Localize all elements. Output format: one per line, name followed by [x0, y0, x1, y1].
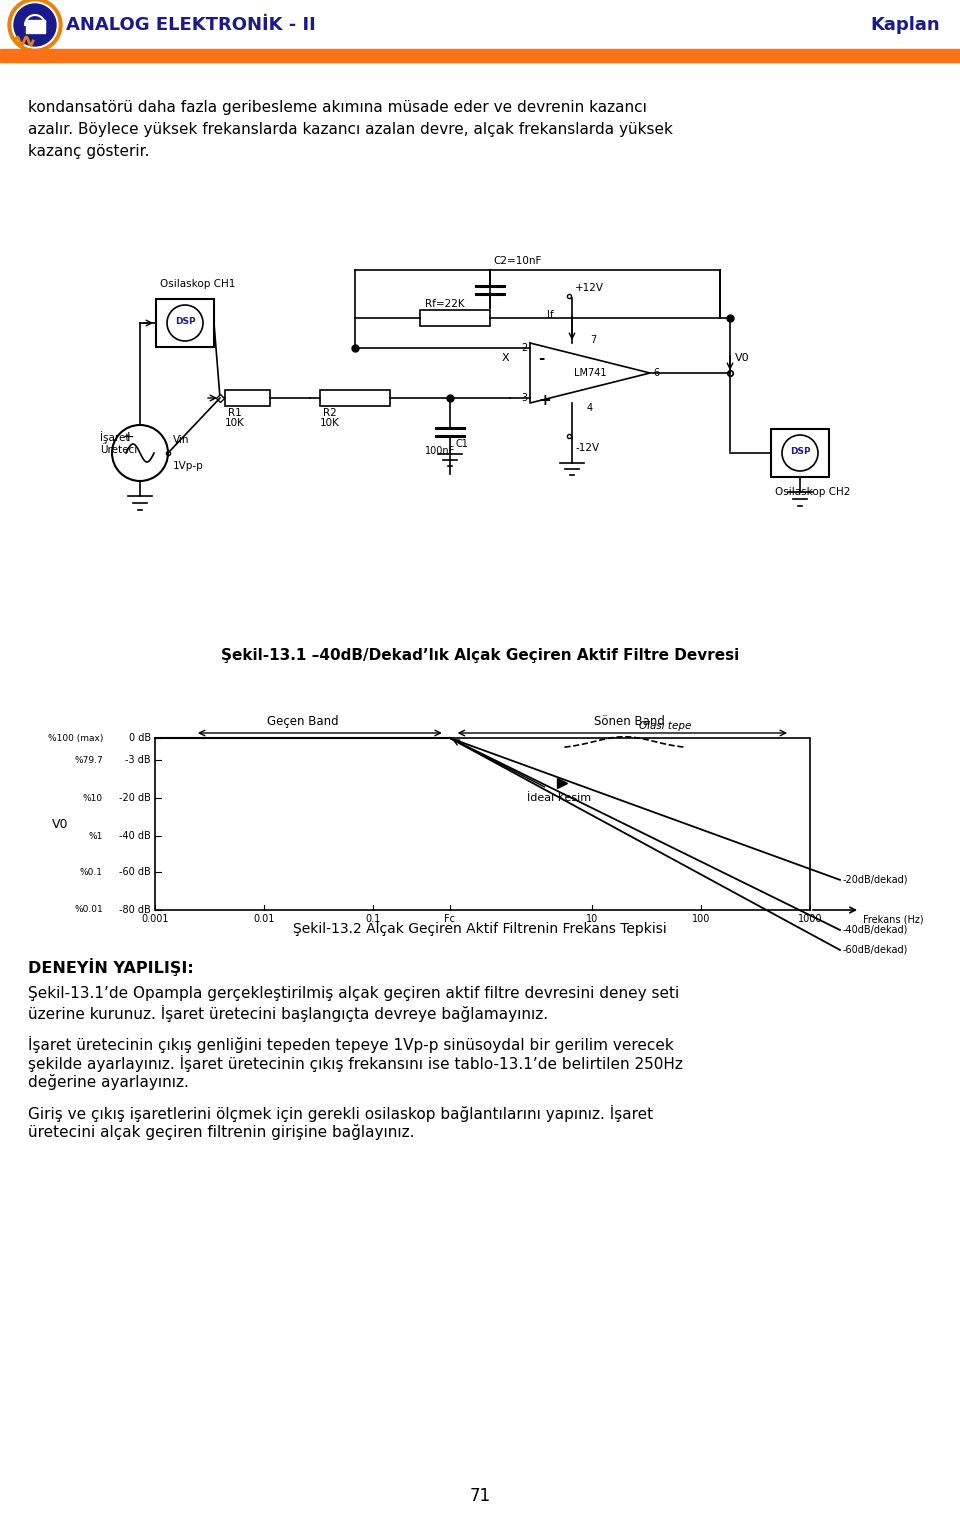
- Text: -20 dB: -20 dB: [119, 794, 151, 803]
- Bar: [156, 299, 214, 348]
- Text: +: +: [122, 430, 133, 443]
- Text: Frekans (Hz): Frekans (Hz): [863, 914, 924, 924]
- Bar: [41, 20, 44, 33]
- Bar: [155, 738, 810, 909]
- Text: 10: 10: [586, 914, 598, 924]
- Circle shape: [14, 5, 56, 46]
- Text: 71: 71: [469, 1488, 491, 1504]
- Text: 0 dB: 0 dB: [129, 733, 151, 742]
- Text: C2=10nF: C2=10nF: [493, 257, 541, 266]
- Text: Fc: Fc: [444, 914, 455, 924]
- Text: değerine ayarlayınız.: değerine ayarlayınız.: [28, 1075, 189, 1090]
- Text: İşaret: İşaret: [100, 431, 130, 443]
- Text: İdeal Kesim: İdeal Kesim: [527, 794, 591, 803]
- Text: Üreteci: Üreteci: [100, 445, 137, 455]
- Text: Olası tepe: Olası tepe: [639, 721, 692, 730]
- Text: V0: V0: [735, 354, 750, 363]
- Text: 100nF: 100nF: [425, 446, 455, 455]
- Circle shape: [112, 425, 168, 481]
- Text: Sönen Band: Sönen Band: [594, 715, 665, 729]
- Bar: [34, 20, 36, 33]
- Text: R2: R2: [323, 408, 337, 417]
- Text: -60 dB: -60 dB: [119, 867, 151, 877]
- Text: Geçen Band: Geçen Band: [267, 715, 338, 729]
- Text: Osilaskop CH1: Osilaskop CH1: [160, 279, 235, 288]
- Text: Rf=22K: Rf=22K: [425, 299, 465, 310]
- Bar: [0, 49, 960, 62]
- Text: -12V: -12V: [575, 443, 599, 452]
- Text: kondansatörü daha fazla geribesleme akımına müsade eder ve devrenin kazancı: kondansatörü daha fazla geribesleme akım…: [28, 100, 647, 115]
- Text: 7: 7: [590, 335, 596, 345]
- Text: %1: %1: [88, 832, 103, 841]
- Text: Şekil-13.1’de Opampla gerçekleştirilmiş alçak geçiren aktif filtre devresini den: Şekil-13.1’de Opampla gerçekleştirilmiş …: [28, 987, 680, 1000]
- Text: %100 (max): %100 (max): [48, 733, 103, 742]
- Text: %0.1: %0.1: [80, 868, 103, 877]
- Text: DENEYİN YAPILIŞI:: DENEYİN YAPILIŞI:: [28, 958, 194, 976]
- Text: +: +: [538, 393, 551, 408]
- Text: İşaret üretecinin çıkış genliğini tepeden tepeye 1Vp-p sinüsoydal bir gerilim ve: İşaret üretecinin çıkış genliğini tepede…: [28, 1035, 674, 1053]
- Text: -3 dB: -3 dB: [126, 756, 151, 765]
- Text: 6: 6: [653, 367, 660, 378]
- Text: Osilaskop CH2: Osilaskop CH2: [775, 487, 851, 496]
- Text: Şekil-13.1 –40dB/Dekad’lık Alçak Geçiren Aktif Filtre Devresi: Şekil-13.1 –40dB/Dekad’lık Alçak Geçiren…: [221, 648, 739, 663]
- Text: Giriş ve çıkış işaretlerini ölçmek için gerekli osilaskop bağlantılarını yapınız: Giriş ve çıkış işaretlerini ölçmek için …: [28, 1105, 653, 1122]
- Text: R1: R1: [228, 408, 242, 417]
- Text: 2: 2: [520, 343, 527, 354]
- Text: 0.001: 0.001: [141, 914, 169, 924]
- Text: 0.1: 0.1: [366, 914, 381, 924]
- Text: 10K: 10K: [320, 417, 340, 428]
- Text: 100: 100: [691, 914, 710, 924]
- Text: -80 dB: -80 dB: [119, 905, 151, 915]
- Text: üzerine kurunuz. İşaret üretecini başlangıçta devreye bağlamayınız.: üzerine kurunuz. İşaret üretecini başlan…: [28, 1005, 548, 1022]
- Text: Şekil-13.2 Alçak Geçiren Aktif Filtrenin Frekans Tepkisi: Şekil-13.2 Alçak Geçiren Aktif Filtrenin…: [293, 921, 667, 937]
- Text: 0.01: 0.01: [253, 914, 275, 924]
- Text: azalır. Böylece yüksek frekanslarda kazancı azalan devre, alçak frekanslarda yük: azalır. Böylece yüksek frekanslarda kaza…: [28, 121, 673, 137]
- Text: DSP: DSP: [175, 317, 195, 326]
- Bar: [420, 310, 490, 326]
- Text: Vin: Vin: [173, 436, 189, 445]
- Text: -40dB/dekad): -40dB/dekad): [843, 924, 908, 935]
- Text: -40 dB: -40 dB: [119, 830, 151, 841]
- Text: +12V: +12V: [575, 282, 604, 293]
- Bar: [225, 390, 270, 405]
- Text: If: If: [547, 310, 554, 320]
- Text: DSP: DSP: [790, 448, 810, 457]
- Text: 1Vp-p: 1Vp-p: [173, 461, 204, 471]
- Text: 4: 4: [587, 402, 593, 413]
- Text: üretecini alçak geçiren filtrenin girişine bağlayınız.: üretecini alçak geçiren filtrenin girişi…: [28, 1123, 415, 1140]
- Text: ANALOG ELEKTRONİK - II: ANALOG ELEKTRONİK - II: [66, 17, 316, 33]
- Text: -: -: [538, 351, 544, 366]
- Text: %0.01: %0.01: [74, 906, 103, 914]
- Bar: [771, 430, 829, 477]
- Text: 1000: 1000: [798, 914, 823, 924]
- Text: kazanç gösterir.: kazanç gösterir.: [28, 144, 150, 159]
- Text: V0: V0: [52, 818, 68, 830]
- Circle shape: [167, 305, 203, 342]
- Bar: [37, 20, 40, 33]
- Bar: [0, 0, 960, 50]
- Text: Kaplan: Kaplan: [871, 17, 940, 33]
- Bar: [320, 390, 390, 405]
- Bar: [30, 20, 33, 33]
- Circle shape: [782, 436, 818, 471]
- Text: -20dB/dekad): -20dB/dekad): [843, 874, 908, 885]
- Text: şekilde ayarlayınız. İşaret üretecinin çıkış frekansını ise tablo-13.1’de belirt: şekilde ayarlayınız. İşaret üretecinin ç…: [28, 1055, 683, 1072]
- Bar: [26, 20, 29, 33]
- Text: X: X: [501, 354, 509, 363]
- Text: C1: C1: [455, 439, 468, 449]
- Circle shape: [8, 0, 62, 52]
- Text: 3: 3: [521, 393, 527, 402]
- Circle shape: [12, 2, 58, 49]
- Text: %79.7: %79.7: [74, 756, 103, 765]
- Text: 10K: 10K: [225, 417, 245, 428]
- Text: LM741: LM741: [574, 367, 607, 378]
- Text: %10: %10: [83, 794, 103, 803]
- Text: -60dB/dekad): -60dB/dekad): [843, 946, 908, 955]
